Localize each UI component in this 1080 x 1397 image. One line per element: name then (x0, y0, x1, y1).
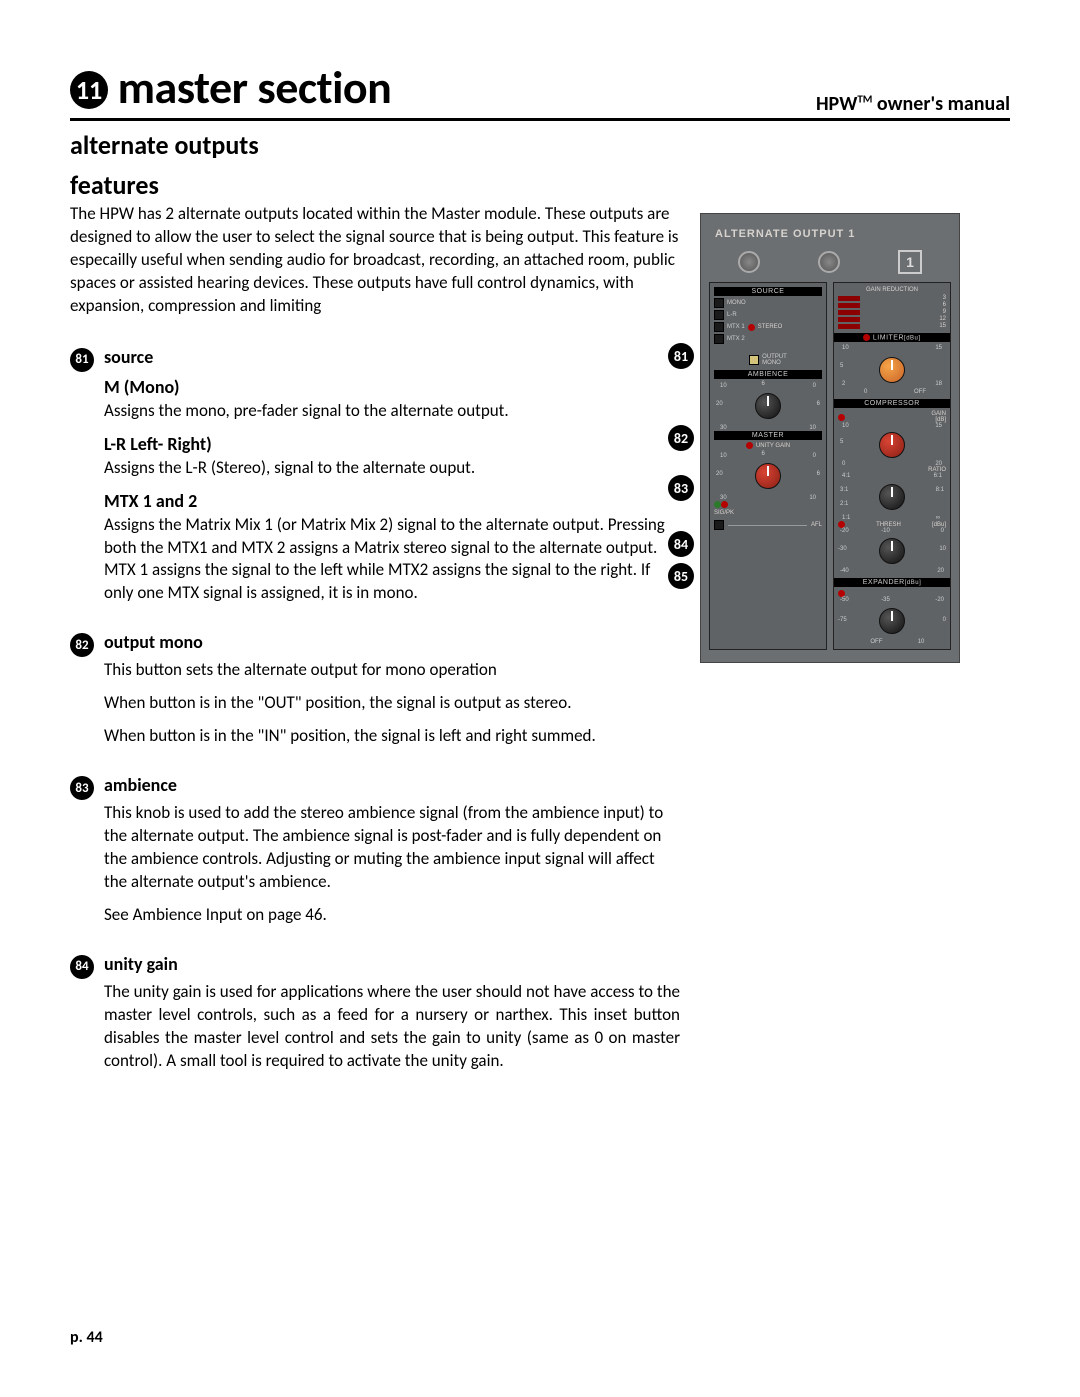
limiter-knob[interactable] (879, 357, 905, 383)
item-label-ambience: ambience (104, 774, 177, 796)
expander-label: EXPANDER (863, 579, 905, 586)
item-label-source: source (104, 346, 153, 368)
source-lr-label: L-R (727, 312, 737, 318)
page-number: p. 44 (70, 1328, 103, 1347)
section-title-2: features (70, 169, 1010, 201)
alternate-output-panel: ALTERNATE OUTPUT 1 1 SOURCE MONO L-R MTX… (700, 213, 960, 663)
sig-led-icon (714, 501, 721, 508)
compressor-label: COMPRESSOR (834, 399, 950, 408)
unity-gain-label: UNITY GAIN (756, 443, 790, 449)
output-mono-button[interactable] (749, 355, 759, 365)
screw-icon (738, 251, 760, 273)
ambience-knob-wrap: 10 6 0 20 6 30 10 (714, 381, 822, 431)
compressor-gain-knob[interactable] (879, 432, 905, 458)
item-82-p2: When button is in the "OUT" position, th… (104, 692, 680, 715)
stereo-led-icon (748, 324, 755, 331)
chapter-title: master section (118, 60, 392, 116)
ambience-knob[interactable] (755, 393, 781, 419)
panel-title: ALTERNATE OUTPUT 1 (715, 228, 951, 240)
sub-mono-body: Assigns the mono, pre-fader signal to th… (104, 400, 680, 423)
stereo-label: STEREO (758, 324, 783, 330)
intro-paragraph: The HPW has 2 alternate outputs located … (70, 203, 680, 318)
callout-83: 83 (668, 475, 694, 501)
item-84-p1: The unity gain is used for applications … (104, 981, 680, 1073)
unity-led-icon (746, 442, 753, 449)
master-knob[interactable] (755, 463, 781, 489)
sub-mono: M (Mono) (104, 376, 680, 398)
callout-81: 81 (668, 343, 694, 369)
pk-led-icon (721, 501, 728, 508)
source-mtx2-label: MTX 2 (727, 336, 745, 342)
item-82-p3: When button is in the "IN" position, the… (104, 725, 680, 748)
item-84: 84 unity gain The unity gain is used for… (70, 953, 680, 1073)
manual-label: HPWTM owner's manual (816, 92, 1010, 116)
channel-number-box: 1 (898, 250, 922, 274)
source-mtx1-label: MTX 1 (727, 324, 745, 330)
item-badge-84: 84 (70, 955, 94, 979)
chapter-number-badge: 11 (70, 71, 108, 109)
source-mono-label: MONO (727, 300, 746, 306)
source-header: SOURCE (714, 287, 822, 296)
item-label-output-mono: output mono (104, 631, 203, 653)
ambience-header: AMBIENCE (714, 370, 822, 379)
thresh-label: THRESH (876, 522, 901, 528)
item-83-p1: This knob is used to add the stereo ambi… (104, 802, 680, 894)
item-badge-82: 82 (70, 633, 94, 657)
item-badge-81: 81 (70, 348, 94, 372)
item-badge-83: 83 (70, 776, 94, 800)
item-label-unity-gain: unity gain (104, 953, 178, 975)
limiter-led-icon (863, 334, 870, 341)
comp-led-icon (838, 414, 845, 421)
gain-reduction-meter: 3 6 9 12 15 (838, 295, 946, 329)
source-mtx1-button[interactable] (714, 322, 724, 332)
afl-button[interactable] (714, 520, 724, 530)
item-83: 83 ambience This knob is used to add the… (70, 774, 680, 927)
master-header: MASTER (714, 431, 822, 440)
ratio-knob[interactable] (879, 484, 905, 510)
exp-led-icon (838, 590, 845, 597)
source-mono-button[interactable] (714, 298, 724, 308)
output-mono-label: OUTPUT MONO (762, 354, 787, 366)
panel-right-column: GAIN REDUCTION 3 6 9 12 15 LIMITER[dBu] … (833, 282, 951, 650)
sigpk-label: SIG/PK (714, 510, 822, 516)
callout-85: 85 (668, 563, 694, 589)
gain-reduction-label: GAIN REDUCTION (838, 287, 946, 293)
limiter-label: LIMITER (873, 334, 904, 341)
source-lr-button[interactable] (714, 310, 724, 320)
callout-84: 84 (668, 531, 694, 557)
item-82-p1: This button sets the alternate output fo… (104, 659, 680, 682)
panel-left-column: SOURCE MONO L-R MTX 1 STEREO MTX 2 OUTPUT… (709, 282, 827, 650)
item-81: 81 source M (Mono) Assigns the mono, pre… (70, 346, 680, 606)
sub-lr: L-R Left- Right) (104, 433, 680, 455)
sub-lr-body: Assigns the L-R (Stereo), signal to the … (104, 457, 680, 480)
afl-label: AFL (811, 522, 822, 528)
expander-knob[interactable] (879, 608, 905, 634)
screw-icon (818, 251, 840, 273)
diagram-callouts: 81 82 83 84 85 (668, 343, 694, 589)
section-title-1: alternate outputs (70, 129, 1010, 161)
thresh-knob[interactable] (879, 538, 905, 564)
master-knob-wrap: 10 6 0 20 6 30 10 (714, 451, 822, 501)
item-82: 82 output mono This button sets the alte… (70, 631, 680, 748)
callout-82: 82 (668, 425, 694, 451)
source-mtx2-button[interactable] (714, 334, 724, 344)
thresh-led-icon (838, 521, 845, 528)
sub-mtx: MTX 1 and 2 (104, 490, 680, 512)
sub-mtx-body: Assigns the Matrix Mix 1 (or Matrix Mix … (104, 514, 680, 606)
item-83-p2: See Ambience Input on page 46. (104, 904, 680, 927)
